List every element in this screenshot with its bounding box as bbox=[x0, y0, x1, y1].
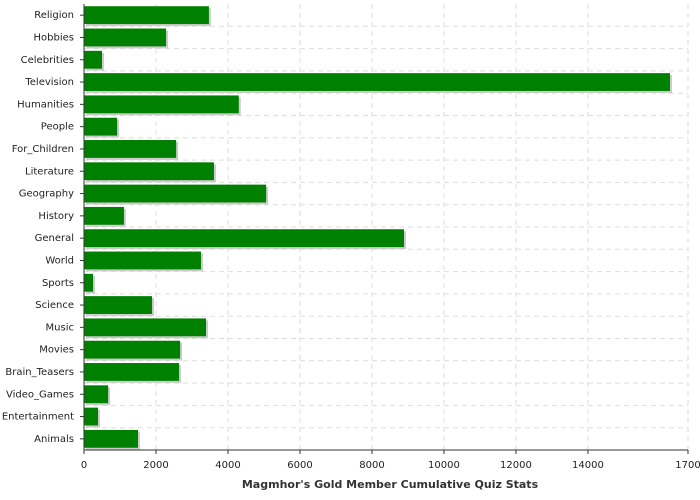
bar bbox=[84, 340, 181, 359]
x-tick-label: 1700 bbox=[675, 460, 700, 471]
bar bbox=[84, 162, 214, 181]
x-tick-label: 6000 bbox=[287, 460, 312, 471]
bar bbox=[84, 6, 209, 25]
bar bbox=[84, 50, 102, 69]
bar bbox=[84, 229, 404, 248]
x-axis-title: Magmhor's Gold Member Cumulative Quiz St… bbox=[242, 478, 539, 491]
bar bbox=[84, 251, 201, 270]
x-tick-label: 8000 bbox=[359, 460, 384, 471]
bar bbox=[84, 117, 118, 136]
y-tick-label: Music bbox=[46, 322, 74, 333]
bar bbox=[84, 318, 207, 337]
y-tick-label: Television bbox=[24, 77, 74, 88]
y-tick-label: Hobbies bbox=[34, 32, 74, 43]
bar bbox=[84, 407, 99, 426]
bar bbox=[84, 296, 153, 314]
x-tick-label: 4000 bbox=[215, 460, 240, 471]
x-tick-label: 0 bbox=[81, 460, 87, 471]
y-tick-label: Literature bbox=[25, 166, 74, 177]
y-tick-label: World bbox=[45, 255, 74, 266]
y-tick-label: Celebrities bbox=[21, 55, 74, 66]
y-tick-label: For_Children bbox=[12, 144, 74, 155]
y-tick-label: Geography bbox=[19, 189, 74, 200]
y-tick-label: Science bbox=[35, 300, 74, 311]
bar bbox=[84, 363, 180, 381]
y-tick-label: Sports bbox=[42, 278, 74, 289]
bar bbox=[84, 95, 239, 114]
y-tick-label: Entertainment bbox=[2, 412, 74, 423]
y-tick-label: Video_Games bbox=[6, 389, 74, 400]
y-tick-label: General bbox=[35, 233, 74, 244]
bar bbox=[84, 140, 177, 158]
y-tick-label: History bbox=[38, 211, 74, 222]
y-tick-label: Religion bbox=[34, 10, 74, 21]
x-tick-label: 10000 bbox=[428, 460, 460, 471]
y-tick-label: People bbox=[41, 122, 74, 133]
y-tick-label: Brain_Teasers bbox=[5, 367, 74, 378]
x-tick-label: 2000 bbox=[143, 460, 168, 471]
y-tick-label: Humanities bbox=[17, 99, 74, 110]
bar bbox=[84, 206, 124, 225]
bar bbox=[84, 28, 167, 47]
bar bbox=[84, 73, 671, 91]
y-tick-label: Movies bbox=[39, 345, 74, 356]
bar bbox=[84, 184, 267, 203]
bar bbox=[84, 273, 93, 292]
y-tick-label: Animals bbox=[34, 434, 74, 445]
bar bbox=[84, 429, 138, 448]
x-tick-label: 14000 bbox=[572, 460, 604, 471]
x-tick-label: 12000 bbox=[500, 460, 532, 471]
bar bbox=[84, 385, 109, 404]
